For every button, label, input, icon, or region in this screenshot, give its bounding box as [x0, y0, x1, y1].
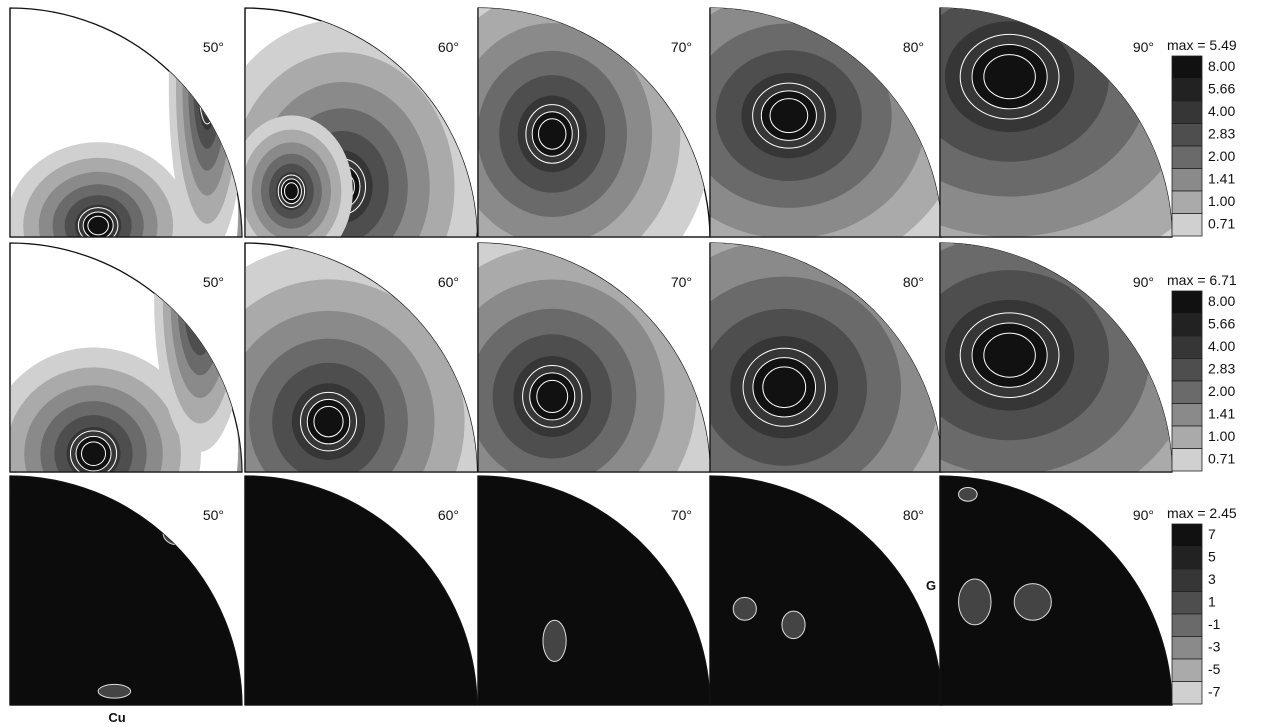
density-contour	[201, 61, 214, 115]
panel-angle-label: 50°	[203, 274, 224, 290]
pole-figure-panel: 60°	[244, 7, 478, 238]
legend-value: 1.41	[1208, 171, 1235, 187]
legend-value: 1	[1208, 594, 1216, 610]
panel-angle-label: 50°	[203, 507, 224, 523]
pole-figure-panel: 70°	[477, 475, 711, 706]
panel-angle-label: 80°	[903, 39, 924, 55]
pole-figure-panel: 90°	[939, 7, 1173, 238]
panel-angle-label: 60°	[438, 39, 459, 55]
legend-value: -3	[1208, 639, 1221, 655]
legend-swatch	[1171, 448, 1203, 472]
legend-swatch	[1171, 213, 1203, 237]
difference-contour	[162, 521, 192, 546]
difference-contour	[781, 610, 806, 640]
legend-swatch	[1171, 636, 1203, 660]
legend-swatch	[1171, 123, 1203, 147]
legend-swatch	[1171, 168, 1203, 192]
difference-contour	[1013, 583, 1052, 621]
legend-value: 5.66	[1208, 316, 1235, 332]
legend-value: 8.00	[1208, 293, 1235, 309]
legend-swatch	[1171, 681, 1203, 705]
legend-swatch	[1171, 190, 1203, 214]
legend-value: 7	[1208, 526, 1216, 542]
panel-angle-label: 50°	[203, 39, 224, 55]
panel-angle-label: 80°	[903, 507, 924, 523]
legend-value: 0.71	[1208, 451, 1235, 467]
legend-value: 3	[1208, 571, 1216, 587]
legend-swatch	[1171, 55, 1203, 79]
legend-value: 5	[1208, 549, 1216, 565]
pole-figure-panel: 60°	[244, 242, 478, 473]
legend-max-label: max = 5.49	[1167, 37, 1237, 53]
legend-swatch	[1171, 613, 1203, 637]
legend-value: 8.00	[1208, 58, 1235, 74]
legend-swatch	[1171, 591, 1203, 615]
legend-max-label: max = 6.71	[1167, 272, 1237, 288]
panel-angle-label: 70°	[671, 274, 692, 290]
legend-value: 1.00	[1208, 193, 1235, 209]
legend-value: -1	[1208, 616, 1221, 632]
density-contour	[183, 245, 217, 356]
legend-swatch	[1171, 658, 1203, 682]
difference-contour	[958, 486, 978, 502]
legend-value: 4.00	[1208, 103, 1235, 119]
legend-swatch	[1171, 313, 1203, 337]
difference-contour	[542, 619, 567, 662]
legend-swatch	[1171, 568, 1203, 592]
panel-angle-label: 70°	[671, 507, 692, 523]
legend-value: 2.83	[1208, 361, 1235, 377]
legend-value: 5.66	[1208, 81, 1235, 97]
legend-swatch	[1171, 523, 1203, 547]
legend-swatch	[1171, 78, 1203, 102]
legend-swatch	[1171, 145, 1203, 169]
quarter-disk	[939, 475, 1173, 706]
legend-value: 0.71	[1208, 216, 1235, 232]
panel-angle-label: 90°	[1133, 39, 1154, 55]
panel-angle-label: 90°	[1133, 274, 1154, 290]
legend-swatch	[1171, 290, 1203, 314]
difference-contour	[732, 596, 757, 621]
difference-contour	[958, 578, 992, 626]
panel-angle-label: 80°	[903, 274, 924, 290]
pole-figure-panel: 50°	[9, 475, 243, 706]
quarter-disk	[477, 475, 711, 706]
panel-angle-label: 60°	[438, 274, 459, 290]
difference-contour	[97, 683, 132, 699]
legend-swatch	[1171, 358, 1203, 382]
legend-group: max = 5.49 8.00 5.66 4.00 2.83 2.00 1.41 1.00 0.…	[1167, 37, 1237, 705]
g-label: G	[926, 578, 936, 593]
legend-value: -7	[1208, 684, 1221, 700]
legend: max = 2.45 7 5 3 1 -1 -3 -5 -7	[1167, 505, 1237, 705]
panel-angle-label: 70°	[671, 39, 692, 55]
panel-angle-label: 90°	[1133, 507, 1154, 523]
quarter-disk	[244, 475, 478, 706]
legend: max = 6.71 8.00 5.66 4.00 2.83 2.00 1.41 1.00 0.…	[1167, 272, 1237, 472]
annotation-group: Cu G	[108, 578, 936, 725]
legend-swatch	[1171, 403, 1203, 427]
legend-value: 2.00	[1208, 383, 1235, 399]
legend-swatch	[1171, 380, 1203, 404]
panel-angle-label: 60°	[438, 507, 459, 523]
legend-value: 4.00	[1208, 338, 1235, 354]
pole-figure-panel: 80°	[709, 475, 943, 706]
legend: max = 5.49 8.00 5.66 4.00 2.83 2.00 1.41 1.00 0.…	[1167, 37, 1237, 237]
legend-value: 1.41	[1208, 406, 1235, 422]
legend-value: 1.00	[1208, 428, 1235, 444]
quarter-disk	[709, 475, 943, 706]
pole-figure-panel: 60°	[244, 475, 478, 706]
legend-max-label: max = 2.45	[1167, 505, 1237, 521]
legend-swatch	[1171, 546, 1203, 570]
legend-value: -5	[1208, 661, 1221, 677]
legend-value: 2.83	[1208, 126, 1235, 142]
legend-swatch	[1171, 335, 1203, 359]
legend-swatch	[1171, 425, 1203, 449]
pole-figure-panel: 90°	[939, 475, 1173, 706]
legend-value: 2.00	[1208, 148, 1235, 164]
panel-grid: 50° 60° 70° 80° 90° 50° 60° 70° 80° 90° 50° 60° 70° 8…	[9, 7, 1173, 706]
legend-swatch	[1171, 100, 1203, 124]
cu-label: Cu	[108, 710, 125, 725]
